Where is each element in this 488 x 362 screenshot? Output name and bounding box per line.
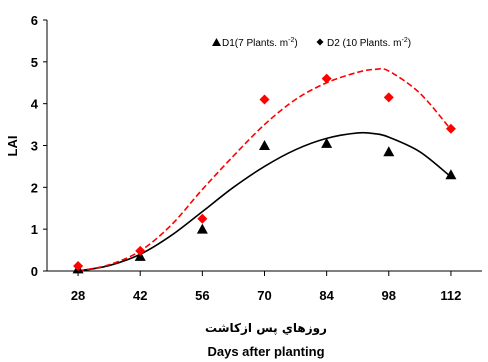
legend-d1-label-close: ): [294, 38, 297, 49]
x-tick-label: 28: [71, 288, 85, 303]
markers: [72, 73, 457, 274]
legend-d2-label-main: D2 (10 Plants. m: [327, 38, 401, 49]
legend-d1-superscript: -2: [288, 37, 294, 44]
x-tick-label: 98: [382, 288, 396, 303]
d2-point: [73, 260, 84, 271]
x-ticks: 28 42 56 70 84 98 112: [71, 271, 461, 303]
d2-point: [383, 92, 394, 103]
legend-d1-marker-triangle: [212, 38, 221, 46]
d1-fit-line: [77, 131, 452, 272]
x-tick-label: 84: [319, 288, 334, 303]
x-axis-title-persian: روزهاي پس ازكاشت: [205, 321, 327, 336]
legend-d2-marker-diamond: [316, 38, 324, 46]
y-tick-label: 1: [31, 222, 38, 237]
y-tick-label: 3: [31, 139, 38, 154]
legend: D1(7 Plants. m-2) D2 (10 Plants. m-2): [212, 37, 411, 49]
d2-point: [135, 245, 146, 256]
legend-d1-label-main: D1(7 Plants. m: [222, 38, 288, 49]
y-tick-label: 6: [31, 13, 38, 28]
d1-point: [196, 223, 208, 234]
d1-point: [259, 140, 270, 150]
d2-point: [197, 213, 208, 224]
d2-point: [259, 94, 270, 105]
d1-point: [445, 169, 457, 180]
y-axis-title: LAI: [5, 136, 20, 157]
x-tick-label: 112: [440, 288, 461, 303]
x-axis-title: Days after planting: [207, 344, 324, 359]
y-tick-label: 2: [31, 180, 38, 195]
x-tick-label: 42: [133, 288, 147, 303]
d2-point: [321, 73, 332, 84]
d1-point: [383, 146, 395, 157]
y-tick-label: 5: [31, 55, 38, 70]
legend-d2-superscript: -2: [401, 37, 407, 44]
x-tick-label: 70: [257, 288, 271, 303]
d2-point: [445, 123, 456, 134]
x-tick-label: 56: [195, 288, 209, 303]
y-ticks: 0 1 2 3 4 5 6: [31, 13, 47, 279]
legend-d2-label: D2 (10 Plants. m-2): [327, 37, 411, 49]
legend-d2-label-close: ): [408, 38, 411, 49]
legend-d1-label: D1(7 Plants. m-2): [222, 37, 298, 49]
d1-point: [321, 137, 333, 148]
y-tick-label: 0: [31, 264, 38, 279]
y-tick-label: 4: [31, 97, 39, 112]
